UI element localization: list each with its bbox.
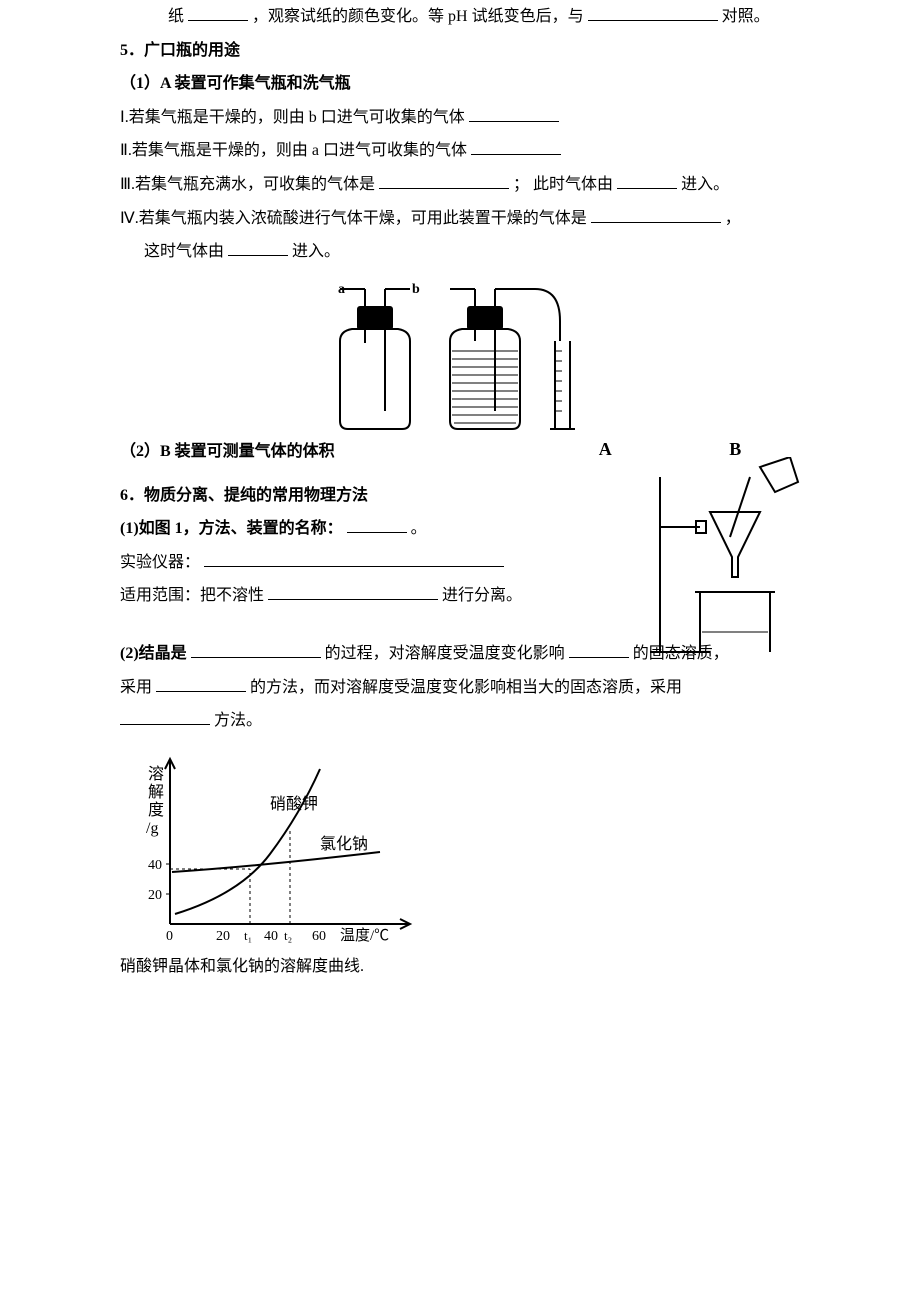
- item-III: Ⅲ.若集气瓶充满水，可收集的气体是 ； 此时气体由 进入。: [120, 168, 800, 202]
- sub-5-2: （2）B 装置可测量气体的体积: [120, 435, 335, 469]
- text: (1)如图 1，方法、装置的名称：: [120, 520, 343, 537]
- heading-5: 5．广口瓶的用途: [120, 34, 800, 68]
- xtick-0: 0: [166, 929, 173, 944]
- blank: [204, 550, 504, 567]
- blank: [379, 172, 509, 189]
- item-I: Ⅰ.若集气瓶是干燥的，则由 b 口进气可收集的气体: [120, 101, 800, 135]
- blank: [469, 105, 559, 122]
- y-label: 解: [148, 783, 164, 801]
- blank: [191, 641, 321, 658]
- cont-line: 纸 ，观察试纸的颜色变化。等 pH 试纸变色后，与 对照。: [120, 0, 800, 34]
- filtration-svg: [640, 457, 800, 657]
- p6-2-line3: 方法。: [120, 704, 800, 738]
- xtick-20: 20: [216, 929, 230, 944]
- text: 方法。: [214, 712, 262, 729]
- y-label: 溶: [148, 765, 164, 783]
- blank: [471, 138, 561, 155]
- blank: [617, 172, 677, 189]
- ytick-40: 40: [148, 858, 162, 873]
- figure-bottles: a b: [120, 281, 800, 431]
- figure-filtration: [640, 457, 800, 657]
- text: 采用: [120, 679, 152, 696]
- text: 进行分离。: [442, 587, 522, 604]
- blank: [588, 4, 718, 21]
- blank: [120, 708, 210, 725]
- bottles-svg: a b: [310, 281, 610, 431]
- text: 实验仪器：: [120, 554, 200, 571]
- text: 。: [411, 520, 427, 537]
- blank: [228, 239, 288, 256]
- chart-caption: 硝酸钾晶体和氯化钠的溶解度曲线.: [120, 950, 800, 984]
- text: Ⅲ.若集气瓶充满水，可收集的气体是: [120, 176, 379, 193]
- xtick-t1: t₁: [244, 928, 252, 943]
- p6-range: 适用范围：把不溶性 进行分离。: [120, 579, 630, 613]
- text: Ⅰ.若集气瓶是干燥的，则由 b 口进气可收集的气体: [120, 109, 465, 126]
- label-b: b: [412, 282, 420, 297]
- text: ； 此时气体由: [513, 176, 613, 193]
- x-axis-label: 温度/℃: [340, 927, 389, 944]
- sub-5-1: （1）A 装置可作集气瓶和洗气瓶: [120, 67, 800, 101]
- blank: [591, 206, 721, 223]
- section-6: 6．物质分离、提纯的常用物理方法 (1)如图 1，方法、装置的名称： 。 实验仪…: [120, 479, 800, 613]
- heading-6: 6．物质分离、提纯的常用物理方法: [120, 479, 630, 513]
- text: 的方法，而对溶解度受温度变化影响相当大的固态溶质，采用: [250, 679, 682, 696]
- text: 的过程，对溶解度受温度变化影响: [325, 645, 565, 662]
- chart-svg: 溶 解 度 /g 40 20: [120, 744, 440, 944]
- text: 进入。: [292, 243, 340, 260]
- text: 进入。: [681, 176, 729, 193]
- p6-1: (1)如图 1，方法、装置的名称： 。: [120, 512, 630, 546]
- xtick-40: 40: [264, 929, 278, 944]
- text: ，: [725, 210, 741, 227]
- xtick-t2: t₂: [284, 928, 292, 943]
- text: (2)结晶是: [120, 645, 187, 662]
- text: Ⅳ.若集气瓶内装入浓硫酸进行气体干燥，可用此装置干燥的气体是: [120, 210, 587, 227]
- p6-2-line2: 采用 的方法，而对溶解度受温度变化影响相当大的固态溶质，采用: [120, 671, 800, 705]
- text: 纸: [168, 8, 184, 25]
- xtick-60: 60: [312, 929, 326, 944]
- series-nacl: 氯化钠: [320, 835, 368, 853]
- p6-inst: 实验仪器：: [120, 546, 630, 580]
- blank: [347, 516, 407, 533]
- solubility-chart: 溶 解 度 /g 40 20: [120, 744, 800, 944]
- y-label: 度: [148, 801, 164, 819]
- blank: [188, 4, 248, 21]
- y-unit: /g: [146, 820, 158, 837]
- blank: [156, 675, 246, 692]
- label-big-a: A: [599, 431, 612, 469]
- text: Ⅱ.若集气瓶是干燥的，则由 a 口进气可收集的气体: [120, 142, 467, 159]
- item-IV-cont: 这时气体由 进入。: [120, 235, 800, 269]
- ytick-20: 20: [148, 888, 162, 903]
- series-kno3: 硝酸钾: [270, 795, 318, 813]
- text: 适用范围：把不溶性: [120, 587, 264, 604]
- page: 纸 ，观察试纸的颜色变化。等 pH 试纸变色后，与 对照。 5．广口瓶的用途 （…: [0, 0, 920, 1302]
- blank: [268, 583, 438, 600]
- text: 这时气体由: [144, 243, 224, 260]
- blank: [569, 641, 629, 658]
- item-IV: Ⅳ.若集气瓶内装入浓硫酸进行气体干燥，可用此装置干燥的气体是 ，: [120, 202, 800, 236]
- text: 对照。: [722, 8, 770, 25]
- label-a: a: [338, 282, 345, 297]
- text: ，观察试纸的颜色变化。等 pH 试纸变色后，与: [252, 8, 584, 25]
- item-II: Ⅱ.若集气瓶是干燥的，则由 a 口进气可收集的气体: [120, 134, 800, 168]
